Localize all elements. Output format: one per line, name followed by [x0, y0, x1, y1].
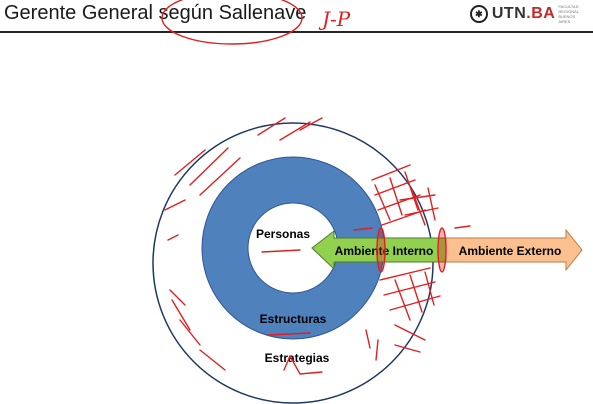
logo-text: UTN — [491, 5, 527, 22]
label-estrategias: Estrategias — [265, 351, 330, 365]
annotation-ellipse — [161, 0, 303, 45]
label-personas: Personas — [256, 227, 310, 241]
label-ambiente-interno: Ambiente Interno — [335, 244, 434, 258]
title-divider — [0, 31, 593, 33]
arrow-external-environment — [445, 228, 583, 272]
label-ambiente-externo: Ambiente Externo — [459, 244, 562, 258]
logo-suffix: .BA — [526, 5, 556, 22]
utn-seal-icon: ✱ — [470, 5, 488, 23]
handwritten-annotations: J-P — [161, 0, 471, 375]
annotation-handwritten-note: J-P — [318, 7, 351, 31]
label-estructuras: Estructuras — [260, 312, 327, 326]
logo-subtitle: FACULTAD REGIONAL BUENOS AIRES — [558, 4, 579, 24]
utn-ba-logo: ✱ UTN.BA FACULTAD REGIONAL BUENOS AIRES — [470, 2, 588, 26]
slide-title: Gerente General según Sallenave — [4, 2, 307, 24]
